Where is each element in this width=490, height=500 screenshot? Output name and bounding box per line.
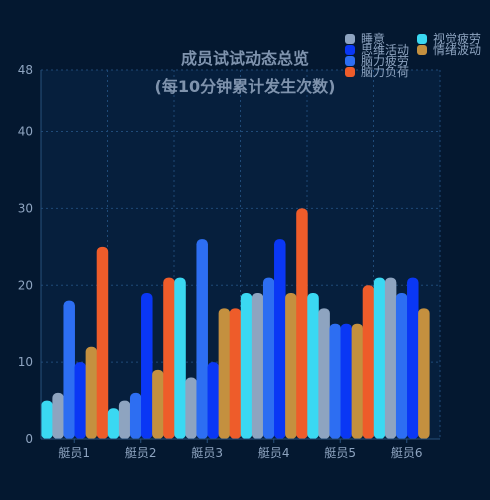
bar [141,292,153,439]
bar [96,246,109,439]
bar [196,239,208,439]
bar [362,285,375,439]
bar [395,292,408,439]
bar [118,400,131,439]
bar [229,308,242,439]
bar [340,323,353,439]
legend-swatch [345,56,355,66]
bar [251,292,264,439]
axes-group: 0 10 20 30 40 48 艇员1 艇员2 艇员3 艇员4 艇员5 艇员6 [18,63,440,460]
y-tick-label: 10 [18,355,33,369]
legend-label: 睡意 [361,31,385,46]
legend-swatch [345,45,355,55]
bar [407,277,419,439]
bar [152,369,164,439]
legend-swatch [417,45,427,55]
bar [129,392,142,439]
bars-group [41,208,430,439]
bar [74,362,87,439]
bar [373,277,386,439]
chart-title: 成员试试动态总览 [181,49,309,68]
y-tick-label: 20 [18,278,33,292]
x-tick-label: 艇员6 [391,446,423,460]
bar [207,362,220,439]
legend-label: 脑力疲劳 [361,53,409,68]
y-tick-label: 40 [18,125,33,139]
bar [384,277,397,439]
bar [163,277,175,439]
legend-label: 情绪波动 [433,43,481,57]
x-tick-label: 艇员4 [258,446,290,460]
legend-label: 视觉疲劳 [433,31,481,46]
legend-swatch [417,34,427,44]
x-tick-label: 艇员1 [58,446,90,460]
x-tick-label: 艇员2 [125,446,157,460]
legend-swatch [345,34,355,44]
bar [285,292,297,439]
bar [418,308,430,439]
bar [218,308,231,439]
bar [107,408,120,439]
y-tick-label: 48 [18,63,33,77]
legend-swatch [345,67,355,77]
bar [52,392,64,439]
chart-subtitle: (每10分钟累计发生次数) [155,77,336,96]
bar [240,292,253,439]
y-tick-label: 30 [18,201,33,215]
bar [329,323,341,439]
bar [85,346,98,439]
bar [41,400,53,439]
legend-label: 脑力负荷 [361,65,409,79]
bar [351,323,364,439]
x-tick-label: 艇员3 [191,446,223,460]
bar [274,239,286,439]
bar [174,277,186,439]
bar [63,300,75,439]
bar [296,208,308,439]
bar [318,308,330,439]
y-tick-label: 0 [25,432,33,446]
bar [307,292,319,439]
bar [185,377,197,439]
legend-label: 思维活动 [361,43,409,57]
x-tick-label: 艇员5 [324,446,356,460]
bar [262,277,275,439]
